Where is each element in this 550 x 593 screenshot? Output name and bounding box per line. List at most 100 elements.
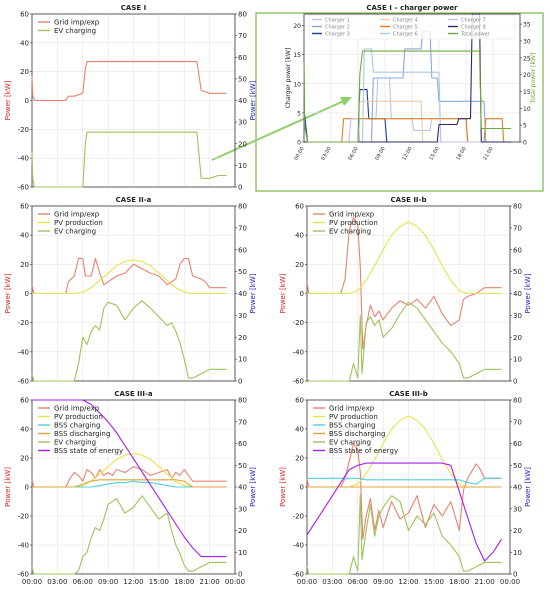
legend-label: Charger 7 (461, 18, 486, 24)
y-tick-label: 60 (295, 397, 304, 405)
y-tick-label: 10 (293, 81, 301, 88)
y-tick-label: 60 (20, 11, 29, 19)
x-tick-label: 12:00 (401, 146, 413, 161)
y2-tick-label: 0 (523, 140, 527, 147)
x-tick-label: 00:00 (293, 146, 305, 161)
y-tick-label: -20 (18, 513, 29, 521)
y2-tick-label: 80 (238, 397, 247, 405)
chart-title: CASE III-a (114, 390, 153, 398)
legend-label: BSS charging (329, 422, 375, 430)
y-axis-label: Power [kW] (4, 273, 12, 313)
series-line-charger5 (304, 118, 511, 143)
y2-tick-label: 0 (513, 571, 517, 579)
x-tick-label: 06:00 (347, 146, 359, 161)
y-axis-label: Power [kW] (4, 80, 12, 120)
y-tick-label: 40 (20, 39, 29, 47)
chart-title: CASE III-b (389, 390, 428, 398)
y-tick-label: 40 (295, 232, 304, 240)
legend-label: PV production (54, 413, 103, 421)
y2-tick-label: 0 (238, 378, 242, 386)
callout-arrow-line (211, 99, 347, 161)
y2-tick-label: 40 (238, 97, 247, 105)
x-tick-label: 12:00 (398, 578, 418, 586)
x-tick-label: 00:00 (297, 578, 317, 586)
y-axis-label: Power [kW] (279, 467, 287, 507)
y2-tick-label: 20 (513, 527, 522, 535)
y-tick-label: -60 (18, 571, 29, 579)
chart-title: CASE I – charger power (366, 4, 458, 12)
y2-tick-label: 60 (513, 440, 522, 448)
y2-tick-label: 10 (238, 356, 247, 364)
y-tick-label: 20 (293, 23, 301, 30)
legend-label: Charger 8 (461, 25, 486, 31)
y2-tick-label: 20 (523, 72, 531, 79)
y-tick-label: 15 (293, 52, 301, 59)
y2-tick-label: 80 (238, 203, 247, 211)
y-tick-label: -20 (293, 513, 304, 521)
series-line-bss_discharging (32, 479, 227, 488)
y2-tick-label: 30 (238, 505, 247, 513)
y2-axis-label: Power [kW] (524, 273, 532, 313)
legend-label: EV charging (54, 228, 96, 236)
legend-label: Grid imp/exp (329, 405, 375, 413)
legend-label: EV charging (54, 27, 96, 35)
y2-tick-label: 70 (513, 418, 522, 426)
y-tick-label: 20 (20, 261, 29, 269)
legend-label: PV production (54, 219, 103, 227)
y2-tick-label: 20 (513, 334, 522, 342)
y-tick-label: -60 (293, 378, 304, 386)
y-tick-label: 0 (25, 290, 29, 298)
x-tick-label: 06:00 (348, 578, 368, 586)
chart-title: CASE II-a (116, 196, 152, 204)
x-tick-label: 15:00 (149, 578, 169, 586)
series-line-bss_soe (32, 399, 227, 558)
y2-tick-label: 50 (513, 268, 522, 276)
y2-tick-label: 25 (523, 55, 531, 62)
y2-tick-label: 30 (513, 505, 522, 513)
x-tick-label: 00:00 (225, 578, 245, 586)
series-line-charger4 (304, 100, 511, 143)
y-tick-label: 0 (300, 484, 304, 492)
y2-tick-label: 0 (238, 184, 242, 192)
x-tick-label: 15:00 (424, 578, 444, 586)
y-tick-label: 40 (20, 426, 29, 434)
chart-title: CASE II-b (391, 196, 427, 204)
y-tick-label: 60 (295, 203, 304, 211)
y-tick-label: -40 (293, 542, 304, 550)
y-tick-label: 0 (297, 140, 301, 147)
series-line-pv (32, 259, 227, 295)
x-tick-label: 12:00 (123, 578, 143, 586)
series-line-pv (307, 415, 502, 488)
series-line-charger6 (304, 48, 511, 143)
series-line-ev (31, 131, 227, 188)
series-line-grid (31, 257, 227, 295)
y2-tick-label: 20 (238, 140, 247, 148)
y2-tick-label: 60 (238, 440, 247, 448)
series-line-grid (31, 61, 227, 102)
x-tick-label: 03:00 (47, 578, 67, 586)
legend-label: Charger 6 (393, 32, 418, 38)
series-line-grid (306, 217, 502, 350)
y2-tick-label: 80 (513, 203, 522, 211)
legend-label: BSS state of energy (329, 447, 398, 455)
y-tick-label: -60 (293, 571, 304, 579)
x-tick-label: 15:00 (428, 146, 440, 161)
x-tick-label: 21:00 (482, 146, 494, 161)
y2-tick-label: 60 (513, 246, 522, 254)
y2-tick-label: 30 (238, 119, 247, 127)
legend-label: BSS discharging (54, 430, 110, 438)
legend-label: BSS discharging (329, 430, 385, 438)
y-tick-label: -40 (18, 542, 29, 550)
legend-label: Charger 1 (325, 18, 350, 24)
y2-tick-label: 80 (238, 11, 247, 19)
x-tick-label: 09:00 (374, 146, 386, 161)
y-tick-label: -60 (18, 184, 29, 192)
series-line-bss_charging (307, 477, 502, 485)
y-tick-label: 20 (20, 455, 29, 463)
y2-tick-label: 10 (513, 356, 522, 364)
x-tick-label: 18:00 (455, 146, 467, 161)
y2-axis-label: Power [kW] (249, 80, 257, 120)
x-tick-label: 09:00 (98, 578, 118, 586)
y-axis-label: Power [kW] (4, 467, 12, 507)
y-tick-label: -20 (18, 126, 29, 134)
